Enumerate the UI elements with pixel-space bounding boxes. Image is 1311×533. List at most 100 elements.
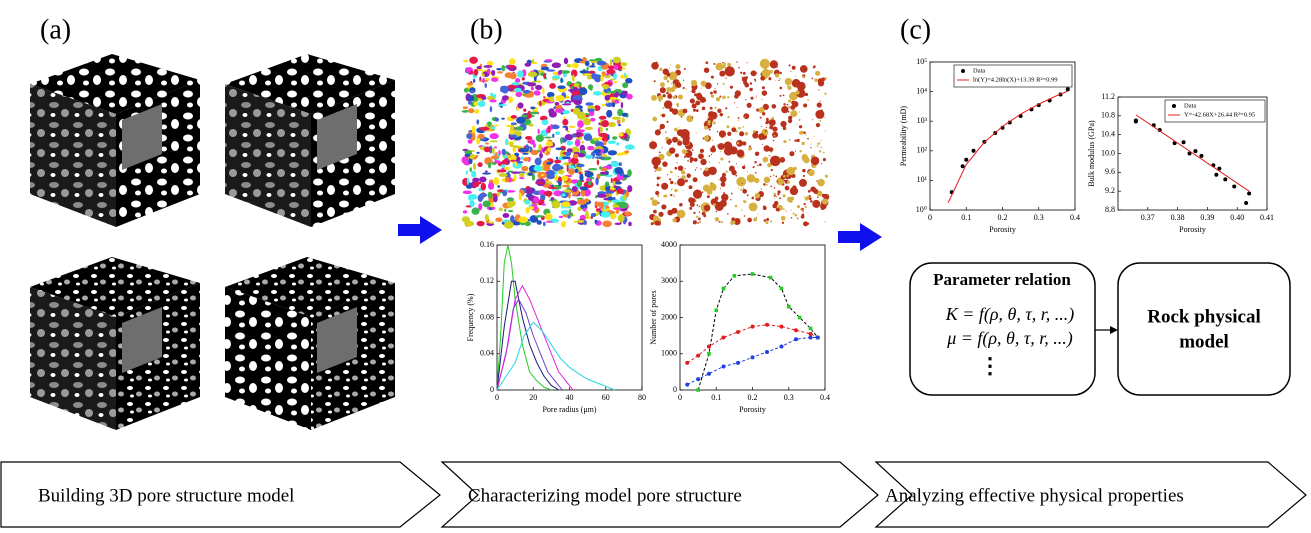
step-chevron <box>0 461 441 528</box>
cube <box>30 54 200 227</box>
pore-cluster <box>509 72 517 80</box>
pore-ball <box>770 220 773 223</box>
pore-ball <box>734 204 738 208</box>
pore-cluster <box>541 119 549 126</box>
pore-ball <box>698 181 700 183</box>
pore-ball <box>710 94 715 98</box>
pore-ball <box>680 170 686 175</box>
pore-cluster <box>463 87 469 93</box>
pore-cluster <box>498 207 503 212</box>
pore-cluster <box>503 155 508 159</box>
pore-ball <box>777 193 780 196</box>
pore-ball <box>822 151 825 154</box>
pore-cluster <box>517 102 524 109</box>
pore-cluster <box>543 190 553 197</box>
pore-cluster <box>616 119 621 125</box>
pore-cluster <box>561 201 571 208</box>
pore-cluster <box>488 221 495 224</box>
box-text: model <box>1179 331 1229 352</box>
pore-cluster <box>579 173 584 182</box>
pore-ball <box>789 91 798 101</box>
pore-ball <box>661 204 667 210</box>
pore-cluster <box>502 190 508 197</box>
pore-cluster <box>572 107 581 115</box>
pore-ball <box>696 93 703 101</box>
pore-ball <box>817 196 819 199</box>
pore-ball <box>734 90 741 97</box>
pore-ball <box>735 130 738 133</box>
pore-ball <box>713 90 717 94</box>
pore-cluster <box>601 137 609 142</box>
pore-cluster <box>576 131 582 138</box>
y-tick-label: 0.12 <box>480 276 494 285</box>
pore-ball <box>775 79 777 82</box>
pore-cluster <box>567 89 578 92</box>
pore-ball <box>731 127 737 133</box>
pore-cluster <box>546 69 556 72</box>
pore-cluster <box>627 169 632 177</box>
pore-cluster <box>465 170 468 175</box>
pore-cluster <box>496 67 502 71</box>
pore-cluster <box>576 199 587 205</box>
pore-cluster <box>511 82 520 86</box>
pore-cluster <box>596 60 607 66</box>
pore-ball <box>794 75 797 77</box>
pore-ball <box>818 150 822 153</box>
pore-ball <box>668 71 678 81</box>
chart: 0 0.1 0.2 0.3 0.4 0 1000 2000 3000 4000 Porosity Nu… <box>649 240 830 414</box>
pore-ball <box>659 128 661 130</box>
pore-ball <box>821 163 823 165</box>
pore-ball <box>824 130 826 132</box>
pore-ball <box>684 168 686 170</box>
pore-cluster <box>613 64 619 71</box>
pore-ball <box>689 201 695 207</box>
pore-cluster <box>534 157 542 166</box>
pore-ball <box>772 203 778 209</box>
pore-ball <box>677 140 683 146</box>
pore-networks <box>461 56 830 229</box>
pore-ball <box>703 122 707 126</box>
pore-ball <box>775 73 780 78</box>
pore-ball <box>754 171 757 174</box>
pore-ball <box>763 183 766 186</box>
pore-cluster <box>473 182 480 188</box>
pore-ball <box>674 83 679 87</box>
pore-cluster <box>573 98 583 106</box>
pore-cluster <box>612 56 621 64</box>
pore-ball <box>689 206 693 210</box>
plot-frame <box>496 244 643 391</box>
pore-ball <box>740 188 743 191</box>
pore-cluster <box>471 125 476 134</box>
pore-cluster <box>598 115 607 120</box>
pore-cluster <box>476 66 482 70</box>
pore-cluster <box>580 188 586 197</box>
pore-ball <box>692 220 697 225</box>
pore-cluster <box>545 127 549 134</box>
pore-cluster <box>557 85 566 89</box>
pore-ball <box>806 212 808 214</box>
pore-ball <box>710 153 713 155</box>
pore-ball <box>667 174 669 176</box>
pore-ball <box>743 200 747 204</box>
pore-cluster <box>493 194 498 203</box>
pore-ball <box>681 175 686 180</box>
pore-cluster <box>462 106 469 110</box>
pore-cluster <box>607 150 617 156</box>
pore-ball <box>765 183 768 186</box>
panel-label: (a) <box>40 14 71 45</box>
pore-ball <box>810 200 813 203</box>
pore-ball <box>677 175 679 178</box>
pore-cluster <box>624 144 635 150</box>
box-title: Parameter relation <box>933 270 1071 289</box>
pore-cluster <box>527 140 531 143</box>
pore-cluster <box>466 82 474 86</box>
pore-ball <box>733 218 741 226</box>
pore-cluster <box>521 152 529 155</box>
pore-ball <box>675 64 681 70</box>
pore-cluster <box>487 162 492 169</box>
pore-ball <box>824 92 827 95</box>
y-tick-label: 10⁰ <box>916 205 927 214</box>
pore-cluster <box>551 62 562 69</box>
y-tick-label: 10.0 <box>1101 148 1115 157</box>
pore-ball <box>722 173 724 175</box>
